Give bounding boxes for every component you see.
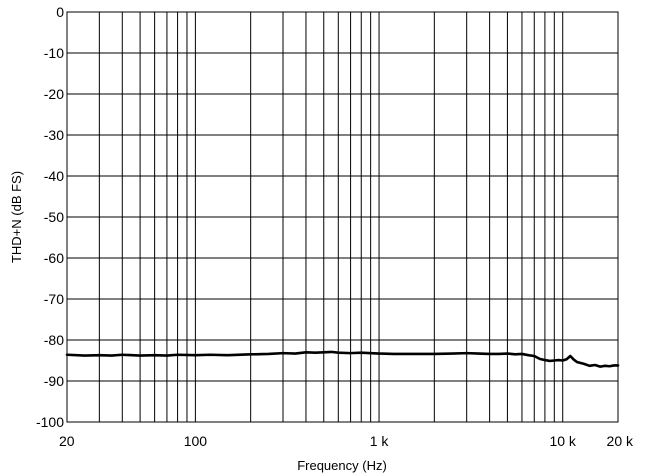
x-tick-label: 20 k bbox=[607, 433, 634, 449]
y-tick-label: -100 bbox=[36, 414, 64, 430]
thd-n-series-line bbox=[65, 350, 620, 368]
y-tick-label: -80 bbox=[44, 332, 64, 348]
y-tick-label: -10 bbox=[44, 45, 64, 61]
x-tick-label: 20 bbox=[59, 433, 75, 449]
x-axis-label: Frequency (Hz) bbox=[297, 458, 387, 473]
y-tick-label: 0 bbox=[56, 4, 64, 20]
x-tick-label: 10 k bbox=[549, 433, 576, 449]
y-tick-labels: 0 -10 -20 -30 -40 -50 -60 -70 -80 -90 -100 bbox=[36, 4, 64, 430]
y-axis-label: THD+N (dB FS) bbox=[9, 171, 24, 263]
x-tick-label: 100 bbox=[184, 433, 208, 449]
x-tick-label: 1 k bbox=[370, 433, 390, 449]
plot-frame bbox=[66, 11, 619, 423]
x-tick-labels: 20 100 1 k 10 k 20 k bbox=[59, 433, 634, 449]
y-tick-label: -90 bbox=[44, 373, 64, 389]
y-tick-label: -60 bbox=[44, 250, 64, 266]
y-tick-label: -30 bbox=[44, 127, 64, 143]
y-tick-label: -70 bbox=[44, 291, 64, 307]
y-tick-label: -50 bbox=[44, 209, 64, 225]
y-tick-label: -40 bbox=[44, 168, 64, 184]
y-tick-label: -20 bbox=[44, 86, 64, 102]
